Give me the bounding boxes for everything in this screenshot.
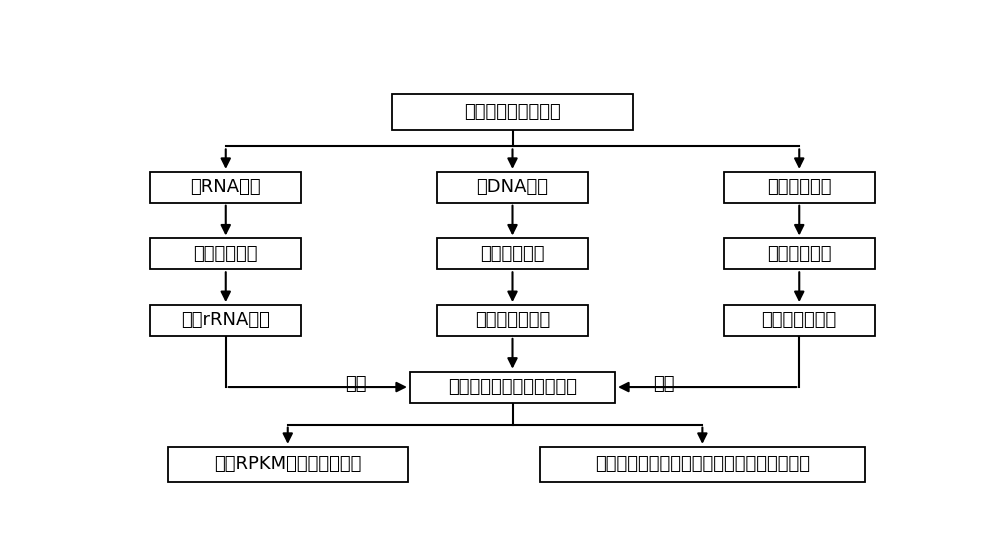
FancyBboxPatch shape (150, 172, 301, 203)
Text: 宏基因组测序: 宏基因组测序 (480, 245, 545, 263)
FancyBboxPatch shape (392, 94, 633, 129)
Text: 宏蛋白质组分析: 宏蛋白质组分析 (762, 311, 837, 329)
Text: 总蛋白质提取: 总蛋白质提取 (767, 178, 832, 196)
Text: 比对: 比对 (653, 375, 674, 393)
Text: 宏转录组测序: 宏转录组测序 (194, 245, 258, 263)
FancyBboxPatch shape (724, 172, 875, 203)
FancyBboxPatch shape (150, 305, 301, 336)
FancyBboxPatch shape (437, 172, 588, 203)
Text: 利用基因编码肽段液相色谱峰值计算翻译活性: 利用基因编码肽段液相色谱峰值计算翻译活性 (595, 455, 810, 473)
FancyBboxPatch shape (437, 238, 588, 270)
Text: 总RNA提取: 总RNA提取 (190, 178, 261, 196)
FancyBboxPatch shape (724, 305, 875, 336)
FancyBboxPatch shape (724, 238, 875, 270)
FancyBboxPatch shape (168, 447, 408, 482)
Text: 去除rRNA序列: 去除rRNA序列 (181, 311, 270, 329)
FancyBboxPatch shape (540, 447, 865, 482)
Text: 利用RPKM值计算转录活性: 利用RPKM值计算转录活性 (214, 455, 361, 473)
Text: 微生物群落生物样品: 微生物群落生物样品 (464, 103, 561, 121)
Text: 比对: 比对 (345, 375, 367, 393)
FancyBboxPatch shape (410, 372, 615, 402)
Text: 总DNA提取: 总DNA提取 (477, 178, 548, 196)
FancyBboxPatch shape (437, 305, 588, 336)
Text: 功能基因编码蛋白质数据库: 功能基因编码蛋白质数据库 (448, 378, 577, 396)
Text: 蛋白质链解聚: 蛋白质链解聚 (767, 245, 832, 263)
FancyBboxPatch shape (150, 238, 301, 270)
Text: 拼接基因组图谱: 拼接基因组图谱 (475, 311, 550, 329)
